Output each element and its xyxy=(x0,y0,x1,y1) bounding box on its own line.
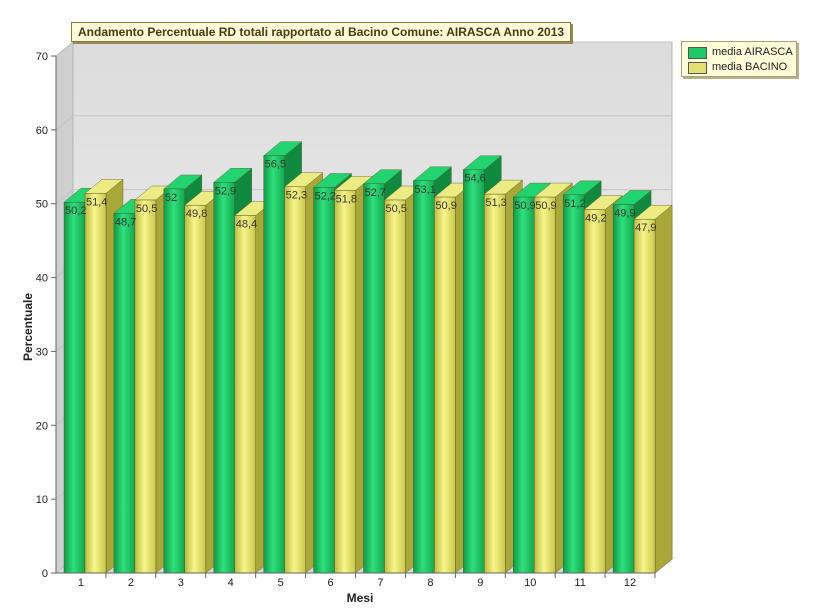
chart-title: Andamento Percentuale RD totali rapporta… xyxy=(71,22,572,42)
bar-front xyxy=(284,186,306,574)
bar-front xyxy=(213,182,235,574)
data-label: 49,9 xyxy=(614,207,635,219)
data-label: 50,9 xyxy=(535,200,556,212)
x-tick-label: 9 xyxy=(477,577,483,589)
y-tick-labels: 0 10 20 30 40 50 60 70 xyxy=(36,51,56,580)
data-label: 48,7 xyxy=(115,216,136,228)
y-tick-label: 0 xyxy=(42,568,48,580)
data-label: 50,5 xyxy=(386,203,407,215)
data-label: 52,2 xyxy=(315,190,336,202)
data-label: 52,9 xyxy=(215,185,236,197)
legend-swatch-airasca xyxy=(688,47,707,59)
data-label: 50,2 xyxy=(65,205,86,217)
data-label: 51,4 xyxy=(86,196,107,208)
data-label: 48,4 xyxy=(236,219,257,231)
legend-swatch-bacino xyxy=(688,62,707,74)
y-tick-label: 20 xyxy=(36,420,48,432)
bar-front xyxy=(63,202,86,574)
bar-front xyxy=(184,204,207,574)
y-tick-label: 40 xyxy=(36,273,48,285)
x-tick-label: 7 xyxy=(377,577,383,589)
data-label: 49,2 xyxy=(585,213,606,225)
data-label: 51,3 xyxy=(485,197,506,209)
bar-front xyxy=(534,196,556,574)
data-label: 49,8 xyxy=(186,208,207,220)
bar-front xyxy=(513,196,535,574)
bar-front xyxy=(313,187,335,574)
data-label: 50,9 xyxy=(435,200,456,212)
data-label: 52 xyxy=(165,192,177,204)
data-label: 53,1 xyxy=(414,184,435,196)
x-tick-labels: 1 2 3 4 5 6 7 8 9 10 11 12 xyxy=(78,573,656,589)
x-tick-label: 6 xyxy=(327,577,333,589)
x-tick-label: 1 xyxy=(78,577,84,589)
bar-front xyxy=(234,215,256,574)
bar-front xyxy=(263,155,285,574)
data-label: 51,8 xyxy=(336,193,357,205)
bar-front xyxy=(113,213,136,574)
x-axis-title: Mesi xyxy=(346,591,374,605)
y-tick-label: 10 xyxy=(36,494,48,506)
bar-side xyxy=(654,204,673,574)
bar-bacino xyxy=(633,204,673,574)
bar-front xyxy=(612,204,635,574)
x-tick-label: 2 xyxy=(128,577,134,589)
gridline xyxy=(55,41,672,57)
legend-label-bacino: media BACINO xyxy=(712,61,788,73)
bar-front xyxy=(363,183,385,574)
data-label: 52,3 xyxy=(286,190,307,202)
x-tick-label: 3 xyxy=(178,577,184,589)
bar-front xyxy=(84,193,107,574)
bar-front xyxy=(484,193,506,574)
data-label: 50,9 xyxy=(514,200,535,212)
data-label: 51,2 xyxy=(564,198,585,210)
data-label: 52,7 xyxy=(365,187,386,199)
x-tick-label: 12 xyxy=(624,577,636,589)
y-tick-label: 60 xyxy=(36,125,48,137)
x-tick-label: 11 xyxy=(574,577,585,589)
bar-front xyxy=(633,219,656,574)
bar-front xyxy=(413,180,435,574)
y-tick-label: 30 xyxy=(36,346,48,358)
x-tick-label: 5 xyxy=(278,577,284,589)
bar-front xyxy=(562,194,585,574)
bar-front xyxy=(463,169,485,574)
legend-label-airasca: media AIRASCA xyxy=(712,46,793,58)
legend: media AIRASCA media BACINO xyxy=(681,41,797,77)
x-tick-label: 10 xyxy=(524,577,536,589)
gridline xyxy=(55,115,672,131)
data-label: 54,6 xyxy=(464,173,485,185)
y-axis-title: Percentuale xyxy=(21,292,35,362)
data-label: 47,9 xyxy=(635,222,656,234)
y-tick-label: 50 xyxy=(36,199,48,211)
data-label: 56,5 xyxy=(265,159,286,171)
data-label: 50,5 xyxy=(136,203,157,215)
x-tick-label: 8 xyxy=(427,577,433,589)
bar-front xyxy=(434,196,456,574)
bar-front xyxy=(384,199,406,574)
bar-front xyxy=(583,209,606,574)
bars xyxy=(63,141,673,574)
bar-front xyxy=(134,199,157,574)
bar-front xyxy=(163,188,186,574)
x-tick-label: 4 xyxy=(228,577,234,589)
bar-front xyxy=(334,190,356,574)
y-tick-label: 70 xyxy=(36,51,48,63)
